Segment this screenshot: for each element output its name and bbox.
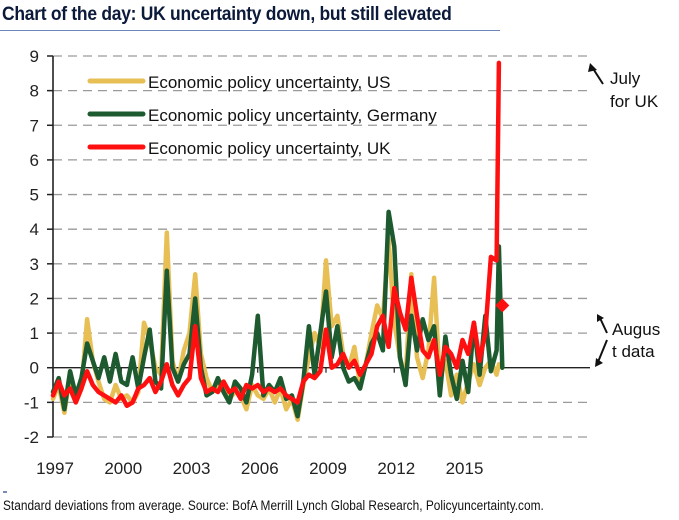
chart-title: Chart of the day: UK uncertainty down, b… bbox=[2, 4, 452, 25]
x-tick-labels: 1997 2000 2003 2006 2009 2012 2015 bbox=[36, 459, 483, 478]
y-tick-label: 3 bbox=[30, 255, 39, 274]
y-tick-label: 8 bbox=[30, 82, 39, 101]
series-lines bbox=[50, 60, 510, 422]
annotation-july-arrowhead bbox=[588, 63, 597, 72]
august-uk-marker bbox=[495, 298, 510, 313]
annotation-august-text: t data bbox=[612, 342, 655, 361]
x-tick-label: 2000 bbox=[104, 459, 142, 478]
annotation-august-arrow-down bbox=[597, 339, 608, 363]
legend-label: Economic policy uncertainty, Germany bbox=[148, 106, 437, 125]
x-tick-label: 2015 bbox=[446, 459, 484, 478]
annotation-august-text: Augus bbox=[612, 320, 660, 339]
source-note: Standard deviations from average. Source… bbox=[3, 498, 544, 513]
y-tick-labels: 9 8 7 6 5 4 3 2 1 0 -1 -2 bbox=[24, 47, 39, 447]
x-tick-label: 1997 bbox=[36, 459, 74, 478]
x-tick-label: 2009 bbox=[309, 459, 347, 478]
y-tick-label: 4 bbox=[30, 220, 39, 239]
x-tick-label: 2012 bbox=[377, 459, 415, 478]
annotation-july-text: July bbox=[610, 69, 641, 88]
x-tick-label: 2003 bbox=[173, 459, 211, 478]
title-underline bbox=[0, 30, 500, 31]
line-chart: 9 8 7 6 5 4 3 2 1 0 -1 -2 1997 2000 2003 2006 2009 2012 2… bbox=[24, 47, 660, 478]
annotation-august-arrowhead-down bbox=[595, 358, 603, 367]
series-line-germany bbox=[50, 209, 505, 419]
y-tick-label: 0 bbox=[30, 359, 39, 378]
annotation-july-text: for UK bbox=[610, 92, 659, 111]
y-tick-label: 5 bbox=[30, 186, 39, 205]
legend-label: Economic policy uncertainty, UK bbox=[148, 139, 391, 158]
source-marker bbox=[3, 491, 7, 493]
legend-label: Economic policy uncertainty, US bbox=[148, 73, 391, 92]
annotation-august-arrowhead-up bbox=[597, 314, 604, 322]
annotations: July for UK Augus t data bbox=[588, 63, 660, 367]
y-tick-label: 1 bbox=[30, 324, 39, 343]
annotation-august-arrow-up bbox=[599, 317, 608, 334]
series-line-uk bbox=[50, 60, 502, 409]
y-tick-label: -1 bbox=[24, 393, 39, 412]
legend: Economic policy uncertainty, US Economic … bbox=[87, 73, 437, 158]
y-tick-label: 6 bbox=[30, 151, 39, 170]
y-tick-label: 2 bbox=[30, 289, 39, 308]
y-tick-label: 9 bbox=[30, 47, 39, 66]
y-tick-label: 7 bbox=[30, 116, 39, 135]
y-tick-label: -2 bbox=[24, 428, 39, 447]
x-tick-label: 2006 bbox=[241, 459, 279, 478]
